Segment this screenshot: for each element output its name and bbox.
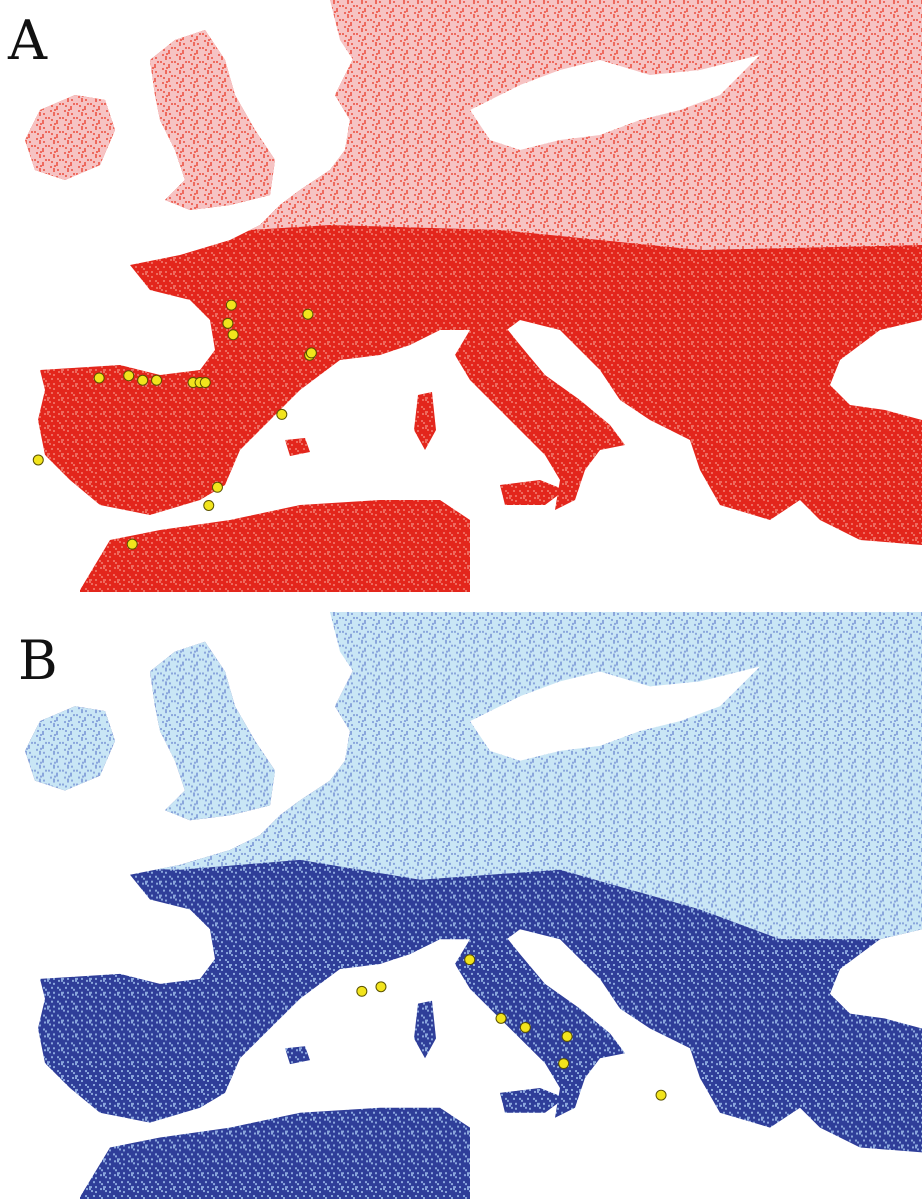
occurrence-points: [356, 954, 667, 1101]
occurrence-point: [495, 1012, 507, 1024]
land-africa: [80, 1107, 470, 1199]
land-north-scandinavia: [330, 612, 620, 731]
land-italy: [455, 320, 625, 510]
occurrence-point: [203, 499, 215, 511]
land-sicily: [500, 480, 565, 505]
occurrence-point: [375, 981, 387, 993]
occurrence-point: [302, 308, 314, 320]
occurrence-point: [227, 329, 239, 341]
occurrence-point: [32, 454, 44, 466]
occurrence-point: [93, 372, 105, 384]
occurrence-point: [305, 347, 317, 359]
sea-baltic: [470, 55, 760, 150]
land-sicily: [500, 1087, 565, 1113]
sea-black: [830, 959, 922, 1029]
land-north-britain: [150, 30, 275, 210]
land-balearic: [285, 438, 310, 456]
map-panel-a: A: [0, 0, 922, 592]
occurrence-point: [276, 408, 288, 420]
map-panel-b: B: [0, 612, 922, 1199]
land-balearic: [285, 1046, 310, 1065]
suitability-map-b: [25, 612, 922, 1199]
occurrence-point: [222, 317, 234, 329]
occurrence-point: [356, 985, 368, 997]
sea-black: [830, 350, 922, 420]
occurrence-point: [519, 1021, 531, 1033]
occurrence-point: [655, 1089, 667, 1101]
occurrence-points: [32, 299, 317, 550]
land-north-ireland: [25, 706, 115, 791]
occurrence-point: [225, 299, 237, 311]
occurrence-point: [137, 374, 149, 386]
panel-label-a: A: [8, 9, 47, 72]
panel-label-b: B: [18, 629, 58, 692]
land-corsica: [414, 1000, 436, 1059]
land-north-scandinavia: [330, 0, 620, 120]
occurrence-point: [126, 538, 138, 550]
sea-baltic: [470, 666, 760, 761]
land-africa: [80, 500, 470, 592]
land-north-continent: [38, 0, 922, 250]
occurrence-point: [561, 1030, 573, 1042]
land-north-britain: [150, 641, 275, 821]
occurrence-point: [211, 481, 223, 493]
occurrence-point: [558, 1058, 570, 1069]
land-north-ireland: [25, 95, 115, 180]
occurrence-point: [199, 377, 211, 389]
occurrence-point: [464, 954, 476, 966]
land-corsica: [414, 392, 436, 450]
occurrence-point: [123, 370, 135, 382]
low-suitability-zone: [25, 0, 922, 250]
suitability-map-a: [25, 0, 922, 592]
occurrence-point: [151, 374, 163, 386]
land-italy: [455, 929, 625, 1118]
